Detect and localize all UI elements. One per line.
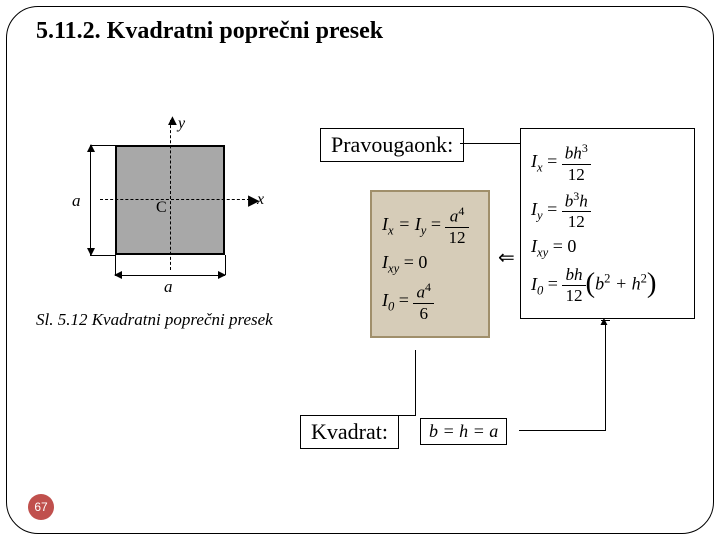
- connector-3a: [519, 430, 605, 431]
- page-number-badge: 67: [28, 494, 54, 520]
- ixy-formula: Ixy = 0: [531, 236, 684, 261]
- dim-a-h: a: [164, 277, 173, 297]
- axis-y: [170, 120, 171, 270]
- iy-formula: Iy = b3h12: [531, 189, 684, 233]
- section-title: 5.11.2. Kvadratni poprečni presek: [36, 18, 383, 45]
- connector-2a: [415, 350, 416, 415]
- i0-sq-formula: I0 = a46: [382, 280, 478, 324]
- label-x: x: [257, 191, 264, 209]
- ix-iy-formula: Ix = Iy = a412: [382, 204, 478, 248]
- dim-vertical: [90, 145, 91, 255]
- formulas-square: Ix = Iy = a412 Ixy = 0 I0 = a46: [370, 190, 490, 338]
- connector-3b: [605, 325, 606, 431]
- label-rectangle: Pravougaonk:: [320, 128, 464, 162]
- ix-formula: Ix = bh312: [531, 141, 684, 185]
- i0-formula: I0 = bh12(b2 + h2): [531, 265, 684, 306]
- figure-caption: Sl. 5.12 Kvadratni poprečni presek: [36, 310, 273, 330]
- connector-1: [460, 143, 520, 144]
- arrowhead-up-icon: ▲: [598, 314, 610, 329]
- arrow-left-icon: ⇐: [498, 245, 515, 270]
- substitution-box: b = h = a: [420, 418, 507, 445]
- formulas-rectangle: Ix = bh312 Iy = b3h12 Ixy = 0 I0 = bh12(…: [520, 128, 695, 319]
- dim-a-v: a: [72, 191, 81, 211]
- label-y: y: [178, 115, 185, 133]
- label-square: Kvadrat:: [300, 415, 399, 449]
- square-figure: ▲ ▶ y x C a a: [60, 95, 280, 295]
- ixy-sq-formula: Ixy = 0: [382, 252, 478, 277]
- label-centroid: C: [156, 199, 167, 217]
- connector-2b: [395, 415, 416, 416]
- axis-x: [100, 199, 250, 200]
- dim-horizontal: [115, 275, 225, 276]
